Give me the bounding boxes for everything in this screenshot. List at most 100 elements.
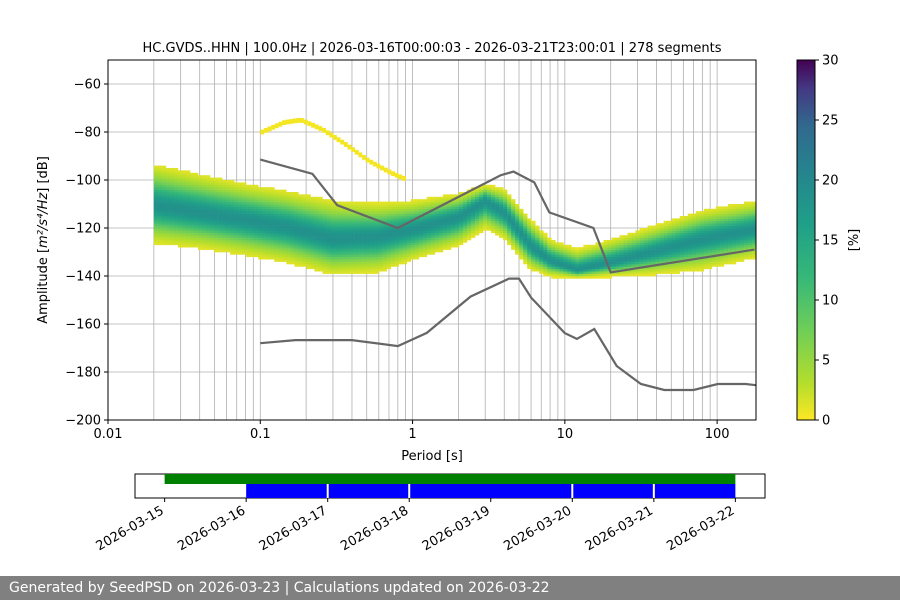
density-cell xyxy=(310,242,315,246)
timeline-date-label: 2026-03-16 xyxy=(175,503,248,554)
x-tick-label: 100 xyxy=(705,427,730,442)
density-cell xyxy=(346,268,351,272)
density-cell xyxy=(651,230,656,234)
density-cell xyxy=(623,256,628,260)
density-cell xyxy=(607,242,612,246)
density-cell xyxy=(382,216,387,219)
density-cell xyxy=(466,220,472,224)
density-cell xyxy=(338,244,343,248)
density-cell xyxy=(226,242,231,246)
density-cell xyxy=(177,182,183,186)
density-cell xyxy=(298,259,303,262)
coverage-bar xyxy=(164,474,736,484)
density-cell xyxy=(386,261,391,265)
density-cell xyxy=(157,182,163,186)
density-cell xyxy=(743,232,749,236)
density-cell xyxy=(719,211,725,214)
density-cell xyxy=(262,223,267,226)
density-cell xyxy=(539,235,544,238)
density-cell xyxy=(491,194,496,198)
density-cell xyxy=(470,216,476,219)
density-cell xyxy=(286,216,291,219)
density-cell xyxy=(294,259,299,262)
density-cell xyxy=(511,199,516,202)
density-cell xyxy=(679,218,685,222)
density-cell xyxy=(715,216,721,219)
density-cell-sparse xyxy=(391,171,395,177)
density-cell xyxy=(254,196,259,200)
density-cell xyxy=(531,261,536,265)
density-cell xyxy=(230,242,235,246)
density-cell xyxy=(707,240,713,243)
density-cell xyxy=(418,244,424,248)
density-cell xyxy=(739,213,745,217)
density-cell xyxy=(727,261,733,265)
density-cell xyxy=(161,223,167,226)
density-cell xyxy=(189,199,195,202)
density-cell xyxy=(479,196,484,200)
density-cell xyxy=(169,199,175,202)
density-cell xyxy=(210,230,215,234)
density-cell xyxy=(181,175,187,178)
density-cell xyxy=(499,225,504,229)
density-cell xyxy=(338,235,343,238)
density-cell xyxy=(282,225,287,229)
density-cell xyxy=(430,220,436,224)
density-cell xyxy=(350,232,355,236)
density-cell xyxy=(438,223,444,226)
density-cell xyxy=(366,271,371,274)
density-cell xyxy=(691,220,697,224)
density-cell xyxy=(699,228,705,231)
density-cell xyxy=(382,264,387,267)
density-cell xyxy=(218,230,223,234)
density-cell xyxy=(246,196,251,200)
density-cell xyxy=(751,256,756,260)
density-cell xyxy=(322,220,327,224)
density-cell xyxy=(342,256,347,260)
density-cell xyxy=(157,199,163,202)
density-cell xyxy=(635,249,640,253)
density-cell xyxy=(499,211,504,214)
density-cell xyxy=(250,237,255,241)
density-cell xyxy=(298,194,303,198)
density-cell xyxy=(374,223,379,226)
density-cell xyxy=(495,228,500,231)
density-cell xyxy=(390,249,396,253)
density-cell xyxy=(234,211,239,214)
density-cell xyxy=(703,249,709,253)
density-cell xyxy=(342,211,347,214)
density-cell xyxy=(246,249,251,253)
density-cell xyxy=(266,244,271,248)
density-cell xyxy=(739,208,745,212)
density-cell xyxy=(691,232,697,236)
density-cell xyxy=(206,182,211,186)
density-cell xyxy=(246,184,251,188)
density-cell xyxy=(595,259,600,262)
density-cell xyxy=(743,206,749,210)
density-cell xyxy=(390,218,396,222)
density-cell xyxy=(711,235,717,238)
density-cell xyxy=(503,211,508,214)
density-cell xyxy=(691,216,697,219)
density-cell xyxy=(157,177,163,181)
density-cell xyxy=(491,213,496,217)
density-cell xyxy=(382,225,387,229)
density-cell xyxy=(394,204,400,207)
density-cell xyxy=(519,225,524,229)
density-cell xyxy=(342,252,347,255)
density-cell xyxy=(458,201,464,205)
density-cell xyxy=(723,242,729,246)
density-cell xyxy=(222,244,227,248)
density-cell xyxy=(675,252,681,255)
density-cell xyxy=(430,213,436,217)
density-cell xyxy=(655,230,660,234)
density-cell xyxy=(507,199,512,202)
density-cell xyxy=(254,230,259,234)
density-cell xyxy=(747,218,753,222)
density-cell xyxy=(410,223,416,226)
density-cell xyxy=(559,266,564,270)
density-cell xyxy=(555,242,560,246)
density-cell xyxy=(374,271,379,274)
density-cell xyxy=(462,237,468,241)
density-cell xyxy=(715,220,721,224)
